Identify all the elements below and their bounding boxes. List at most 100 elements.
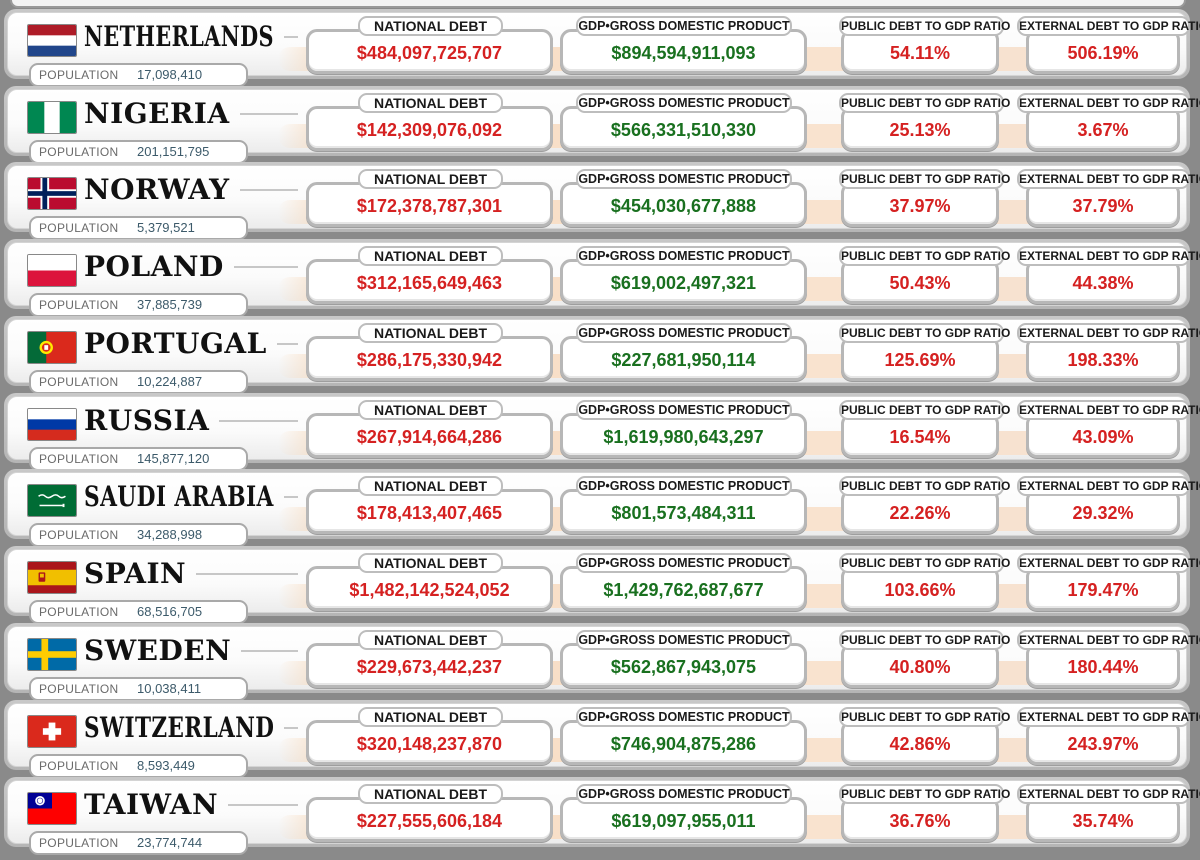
population-box: POPULATION 17,098,410	[29, 63, 248, 87]
taiwan-flag-icon	[27, 792, 77, 825]
country-row-norway[interactable]: NORWAY POPULATION 5,379,521 $172,378,787…	[4, 162, 1200, 240]
population-value: 201,151,795	[137, 144, 210, 159]
country-name: SWEDEN	[84, 634, 232, 667]
population-box: POPULATION 10,038,411	[29, 677, 248, 701]
public-debt-ratio-label: PUBLIC DEBT TO GDP RATIO	[839, 400, 1010, 420]
national-debt-label: NATIONAL DEBT	[358, 784, 503, 804]
gdp-label: GDP•GROSS DOMESTIC PRODUCT	[576, 323, 792, 343]
public-debt-ratio-value: 25.13%	[841, 106, 999, 151]
population-box: POPULATION 37,885,739	[29, 293, 248, 317]
population-label: POPULATION	[39, 221, 119, 235]
country-row-panel: NIGERIA POPULATION 201,151,795 $142,309,…	[7, 89, 1200, 164]
previous-row-edge	[10, 0, 1186, 8]
country-row-taiwan[interactable]: TAIWAN POPULATION 23,774,744 $227,555,60…	[4, 777, 1200, 855]
country-row-panel: POLAND POPULATION 37,885,739 $312,165,64…	[7, 242, 1200, 317]
population-value: 10,038,411	[137, 681, 202, 696]
gdp-label: GDP•GROSS DOMESTIC PRODUCT	[576, 246, 792, 266]
external-debt-ratio-label: EXTERNAL DEBT TO GDP RATIO	[1017, 553, 1200, 573]
external-debt-ratio-label: EXTERNAL DEBT TO GDP RATIO	[1017, 16, 1200, 36]
country-row-panel: SAUDI ARABIA POPULATION 34,288,998 $178,…	[7, 472, 1200, 547]
population-box: POPULATION 23,774,744	[29, 831, 248, 855]
national-debt-label: NATIONAL DEBT	[358, 707, 503, 727]
portugal-flag-icon	[27, 331, 77, 364]
external-debt-ratio-label: EXTERNAL DEBT TO GDP RATIO	[1017, 476, 1200, 496]
public-debt-ratio-label: PUBLIC DEBT TO GDP RATIO	[839, 630, 1010, 650]
public-debt-ratio-value: 103.66%	[841, 566, 999, 611]
national-debt-label: NATIONAL DEBT	[358, 400, 503, 420]
public-debt-ratio-label: PUBLIC DEBT TO GDP RATIO	[839, 93, 1010, 113]
population-value: 17,098,410	[137, 67, 203, 82]
name-divider	[277, 343, 298, 345]
population-box: POPULATION 145,877,120	[29, 447, 248, 471]
gdp-label: GDP•GROSS DOMESTIC PRODUCT	[576, 400, 792, 420]
name-divider	[241, 650, 298, 652]
country-name: POLAND	[84, 250, 224, 283]
gdp-value: $894,594,911,093	[560, 29, 807, 74]
public-debt-ratio-value: 125.69%	[841, 336, 999, 381]
country-row-poland[interactable]: POLAND POPULATION 37,885,739 $312,165,64…	[4, 239, 1200, 317]
country-row-switzerland[interactable]: SWITZERLAND POPULATION 8,593,449 $320,14…	[4, 700, 1200, 778]
population-value: 68,516,705	[137, 604, 203, 619]
country-name: SAUDI ARABIA	[84, 480, 274, 513]
country-row-portugal[interactable]: PORTUGAL POPULATION 10,224,887 $286,175,…	[4, 316, 1200, 394]
country-row-saudi-arabia[interactable]: SAUDI ARABIA POPULATION 34,288,998 $178,…	[4, 469, 1200, 547]
name-divider	[284, 727, 298, 729]
gdp-label: GDP•GROSS DOMESTIC PRODUCT	[576, 476, 792, 496]
country-row-russia[interactable]: RUSSIA POPULATION 145,877,120 $267,914,6…	[4, 393, 1200, 471]
name-divider	[240, 189, 298, 191]
country-row-panel: SWITZERLAND POPULATION 8,593,449 $320,14…	[7, 703, 1200, 778]
country-row-spain[interactable]: SPAIN POPULATION 68,516,705 $1,482,142,5…	[4, 546, 1200, 624]
country-name: PORTUGAL	[84, 327, 267, 360]
gdp-label: GDP•GROSS DOMESTIC PRODUCT	[576, 169, 792, 189]
national-debt-label: NATIONAL DEBT	[358, 246, 503, 266]
gdp-value: $801,573,484,311	[560, 489, 807, 534]
gdp-label: GDP•GROSS DOMESTIC PRODUCT	[576, 707, 792, 727]
country-name: NIGERIA	[84, 97, 230, 130]
netherlands-flag-icon	[27, 24, 77, 57]
external-debt-ratio-value: 29.32%	[1026, 489, 1180, 534]
population-label: POPULATION	[39, 145, 119, 159]
gdp-label: GDP•GROSS DOMESTIC PRODUCT	[576, 630, 792, 650]
public-debt-ratio-label: PUBLIC DEBT TO GDP RATIO	[839, 323, 1010, 343]
external-debt-ratio-label: EXTERNAL DEBT TO GDP RATIO	[1017, 246, 1200, 266]
external-debt-ratio-label: EXTERNAL DEBT TO GDP RATIO	[1017, 707, 1200, 727]
name-divider	[240, 113, 298, 115]
population-value: 37,885,739	[137, 297, 203, 312]
population-value: 5,379,521	[137, 220, 195, 235]
saudi-arabia-flag-icon	[27, 484, 77, 517]
population-label: POPULATION	[39, 375, 119, 389]
population-value: 23,774,744	[137, 835, 203, 850]
country-row-panel: NORWAY POPULATION 5,379,521 $172,378,787…	[7, 165, 1200, 240]
public-debt-ratio-label: PUBLIC DEBT TO GDP RATIO	[839, 707, 1010, 727]
external-debt-ratio-value: 37.79%	[1026, 182, 1180, 227]
national-debt-label: NATIONAL DEBT	[358, 630, 503, 650]
national-debt-label: NATIONAL DEBT	[358, 93, 503, 113]
population-label: POPULATION	[39, 836, 119, 850]
public-debt-ratio-label: PUBLIC DEBT TO GDP RATIO	[839, 784, 1010, 804]
external-debt-ratio-label: EXTERNAL DEBT TO GDP RATIO	[1017, 323, 1200, 343]
public-debt-ratio-label: PUBLIC DEBT TO GDP RATIO	[839, 169, 1010, 189]
external-debt-ratio-value: 243.97%	[1026, 720, 1180, 765]
country-row-sweden[interactable]: SWEDEN POPULATION 10,038,411 $229,673,44…	[4, 623, 1200, 701]
national-debt-label: NATIONAL DEBT	[358, 169, 503, 189]
country-row-panel: NETHERLANDS POPULATION 17,098,410 $484,0…	[7, 12, 1200, 87]
country-row-panel: SPAIN POPULATION 68,516,705 $1,482,142,5…	[7, 549, 1200, 624]
population-value: 34,288,998	[137, 527, 203, 542]
gdp-label: GDP•GROSS DOMESTIC PRODUCT	[576, 553, 792, 573]
public-debt-ratio-label: PUBLIC DEBT TO GDP RATIO	[839, 553, 1010, 573]
public-debt-ratio-label: PUBLIC DEBT TO GDP RATIO	[839, 246, 1010, 266]
country-row-nigeria[interactable]: NIGERIA POPULATION 201,151,795 $142,309,…	[4, 86, 1200, 164]
national-debt-value: $142,309,076,092	[306, 106, 553, 151]
country-row-panel: RUSSIA POPULATION 145,877,120 $267,914,6…	[7, 396, 1200, 471]
name-divider	[284, 496, 298, 498]
population-label: POPULATION	[39, 68, 119, 82]
population-box: POPULATION 34,288,998	[29, 523, 248, 547]
name-divider	[284, 36, 298, 38]
country-name: SPAIN	[84, 557, 187, 590]
national-debt-value: $312,165,649,463	[306, 259, 553, 304]
population-label: POPULATION	[39, 759, 119, 773]
country-row-netherlands[interactable]: NETHERLANDS POPULATION 17,098,410 $484,0…	[4, 9, 1200, 87]
name-divider	[196, 573, 298, 575]
population-value: 145,877,120	[137, 451, 210, 466]
